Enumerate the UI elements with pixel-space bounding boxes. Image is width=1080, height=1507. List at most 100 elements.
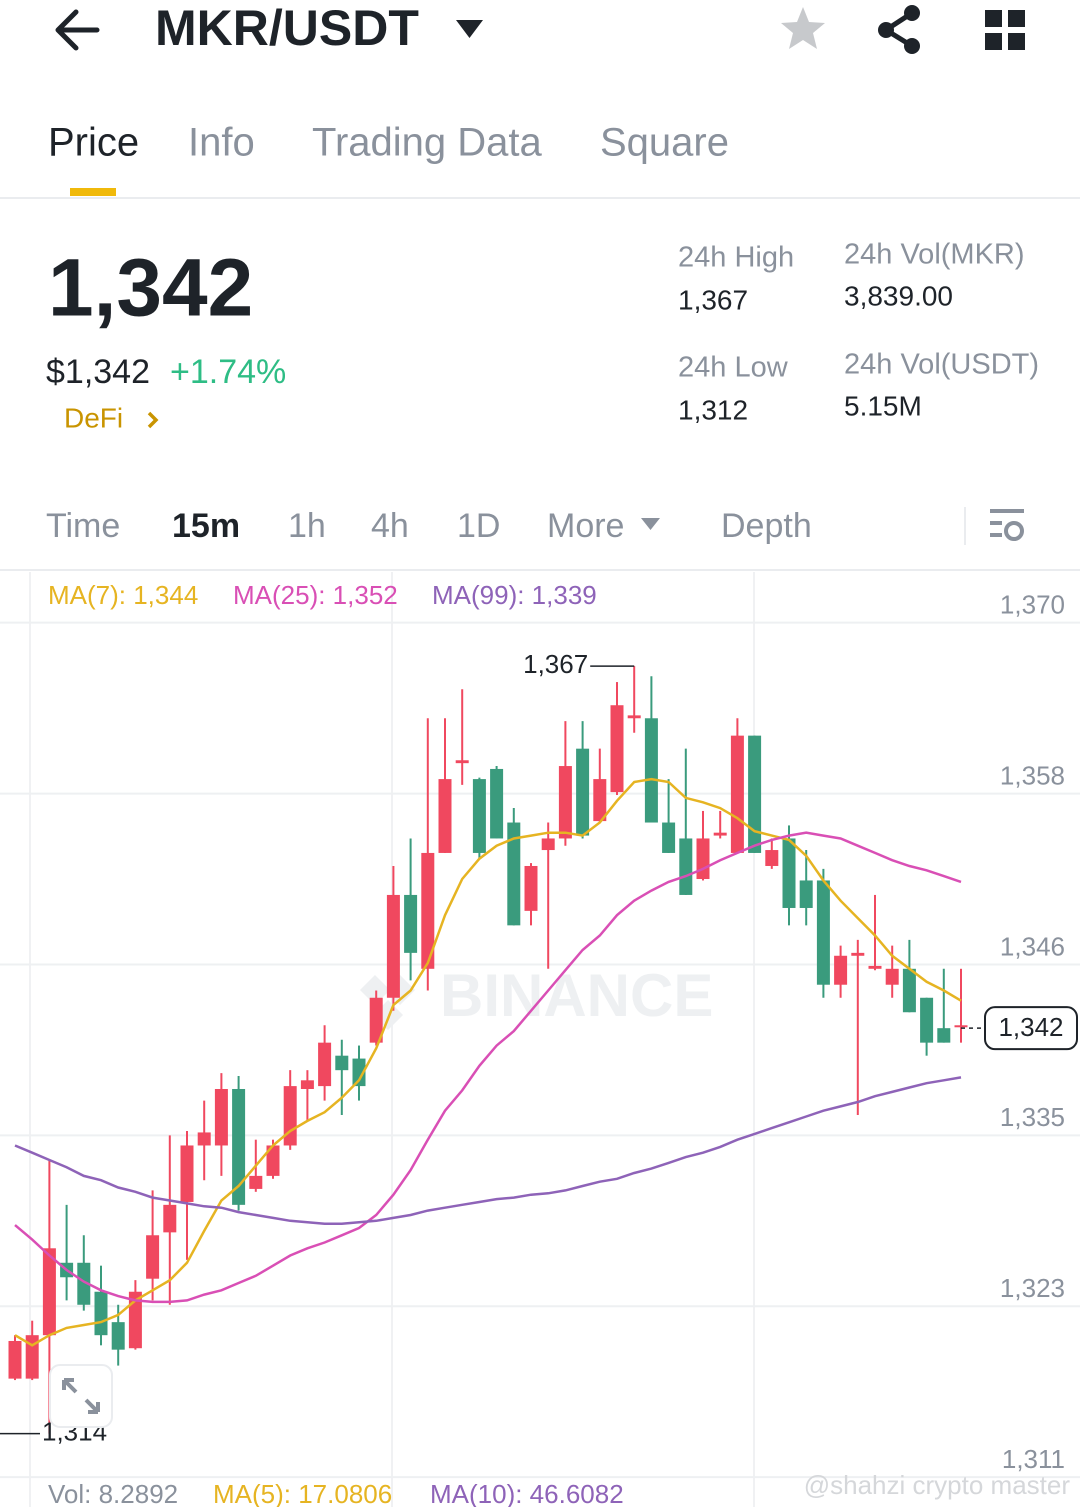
last-price-tag xyxy=(984,1006,1078,1051)
candle-body xyxy=(197,1132,211,1146)
candle-body xyxy=(576,748,590,836)
ma-line xyxy=(14,1076,962,1225)
candle-body xyxy=(283,1086,297,1146)
tab[interactable]: Square xyxy=(600,121,729,165)
overlay: 1,370 1,358 1,346 1,335 1,323 1,311 MA(7): 1,3… xyxy=(0,580,1078,1507)
candle-body xyxy=(507,822,521,926)
last-price-label: 1,342 xyxy=(998,1012,1063,1042)
candle-body xyxy=(249,1175,263,1189)
candle-body xyxy=(128,1291,142,1349)
chevron xyxy=(147,411,159,429)
last-price: 1,342 xyxy=(48,243,253,334)
back-button[interactable] xyxy=(55,9,100,51)
volume-legend: MA(5): 17.0806 xyxy=(213,1479,392,1507)
candle-body xyxy=(730,735,744,853)
candle-body xyxy=(937,1028,951,1043)
candle-body xyxy=(885,968,899,985)
candle-body xyxy=(782,838,796,908)
chart-settings-button[interactable] xyxy=(990,509,1024,541)
candle-body xyxy=(266,1145,280,1176)
candle-body xyxy=(713,832,727,836)
stat-value: 1,312 xyxy=(678,394,748,425)
candle-body xyxy=(8,1340,22,1379)
interval[interactable]: 1D xyxy=(457,507,500,545)
y-tick-label: 1,335 xyxy=(1000,1102,1065,1132)
stat-label: 24h Vol(USDT) xyxy=(844,349,1039,381)
stat-label: 24h High xyxy=(678,242,794,274)
favorite-button[interactable] xyxy=(781,7,825,49)
interval[interactable]: Time xyxy=(46,507,120,545)
candle-body xyxy=(799,880,813,908)
stat-value: 3,839.00 xyxy=(844,280,953,311)
candle-body xyxy=(644,718,658,823)
candle-body xyxy=(111,1322,125,1350)
legend-entry: MA(25): 1,352 xyxy=(233,580,398,610)
price-change: +1.74% xyxy=(170,353,286,391)
y-tick-label: 1,311 xyxy=(1002,1444,1065,1474)
interval[interactable]: 15m xyxy=(172,507,240,545)
candle-body xyxy=(421,852,435,969)
legend-entry: MA(7): 1,344 xyxy=(48,580,198,610)
tab[interactable]: Trading Data xyxy=(312,121,543,165)
y-tick-label: 1,358 xyxy=(1000,760,1065,790)
candle-body xyxy=(318,1042,332,1087)
interval[interactable]: More xyxy=(547,507,624,545)
share-button[interactable] xyxy=(878,5,920,54)
pair-title[interactable]: MKR/USDT xyxy=(155,0,419,56)
candle-body xyxy=(352,1058,366,1087)
candle-body xyxy=(834,955,848,985)
interval[interactable]: Depth xyxy=(721,507,812,545)
expand-button[interactable] xyxy=(49,1364,113,1428)
tab[interactable]: Price xyxy=(48,121,139,165)
ma-line xyxy=(14,831,962,1304)
candle-body xyxy=(455,760,469,764)
candle-body xyxy=(335,1055,349,1071)
candle-body xyxy=(662,822,676,853)
layout-button[interactable] xyxy=(985,10,1025,50)
more-caret xyxy=(641,518,660,530)
watermark-logo xyxy=(360,975,415,1030)
candle-body xyxy=(610,705,624,793)
plot-area xyxy=(8,666,968,1434)
candle-body xyxy=(77,1262,91,1305)
watermark: BINANCE xyxy=(440,962,713,1029)
pair-dropdown[interactable] xyxy=(456,20,483,38)
y-tick-label: 1,370 xyxy=(1000,590,1065,620)
candle-body xyxy=(404,894,418,953)
candle-body xyxy=(25,1335,39,1379)
candle-body xyxy=(42,1248,56,1336)
candle-body xyxy=(627,715,641,719)
candle-body xyxy=(541,838,555,851)
price-usd: $1,342 xyxy=(46,353,150,391)
candle-body xyxy=(438,779,452,853)
category-tag[interactable]: DeFi xyxy=(64,402,123,433)
active-tab-indicator xyxy=(70,188,116,196)
candle-body xyxy=(851,952,865,956)
interval[interactable]: 1h xyxy=(288,507,326,545)
candle-body xyxy=(748,735,762,853)
candle-body xyxy=(94,1291,108,1336)
user-watermark: @shahzi crypto master xyxy=(804,1470,1071,1500)
candle-body xyxy=(180,1145,194,1202)
stat-label: 24h Low xyxy=(678,352,789,384)
y-tick-label: 1,323 xyxy=(1000,1273,1065,1303)
y-tick-label: 1,346 xyxy=(1000,931,1065,961)
stat-value: 1,367 xyxy=(678,284,748,315)
legend-entry: MA(99): 1,339 xyxy=(432,580,597,610)
volume-legend: MA(10): 46.6082 xyxy=(430,1479,624,1507)
candle-body xyxy=(386,894,400,998)
stat-value: 5.15M xyxy=(844,390,922,421)
high-label: 1,367 xyxy=(523,649,588,679)
tab[interactable]: Info xyxy=(188,121,255,165)
candle-body xyxy=(593,779,607,822)
volume-legend: Vol: 8.2892 xyxy=(48,1479,178,1507)
candle-body xyxy=(163,1204,177,1233)
grid xyxy=(0,621,1080,1479)
candle-body xyxy=(214,1088,228,1146)
candle-body xyxy=(954,1025,968,1028)
candle-body xyxy=(765,850,779,866)
candle-body xyxy=(232,1088,246,1205)
interval[interactable]: 4h xyxy=(371,507,409,545)
